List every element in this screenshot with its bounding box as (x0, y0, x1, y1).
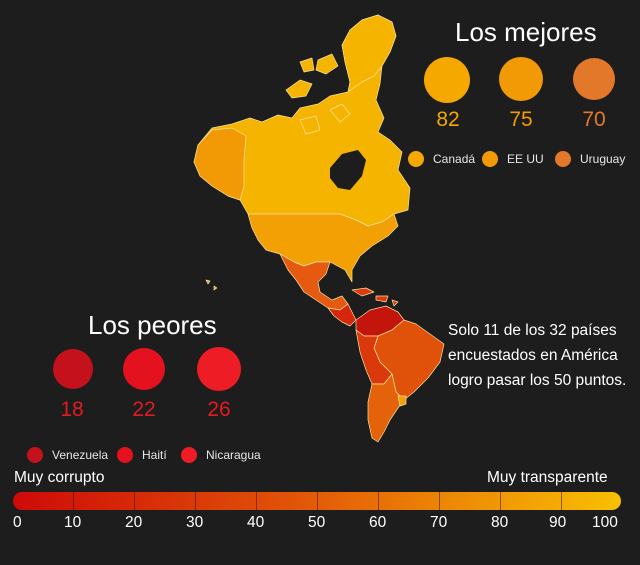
bubble-best-3 (573, 58, 615, 100)
scale-tick-70: 70 (430, 514, 448, 531)
bubble-worst-3 (197, 347, 241, 391)
bubble-worst-2 (123, 348, 165, 390)
bubble-best-2 (499, 57, 543, 101)
legend-dot (181, 447, 197, 463)
legend-label: EE UU (507, 152, 544, 166)
scale-separator (317, 492, 318, 510)
score-worst-3: 26 (207, 398, 231, 421)
scale-left-label: Muy corrupto (14, 469, 105, 486)
score-best-3: 70 (582, 108, 606, 131)
score-worst-2: 22 (132, 398, 156, 421)
legend-uruguay: Uruguay (555, 151, 625, 167)
legend-label: Uruguay (580, 152, 626, 166)
scale-tick-40: 40 (247, 514, 265, 531)
scale-separator (500, 492, 501, 510)
bubble-best-1 (424, 57, 470, 103)
legend-label: Haití (142, 448, 167, 462)
legend-dot (555, 151, 571, 167)
legend-label: Nicaragua (206, 448, 261, 462)
scale-separator (73, 492, 74, 510)
scale-separator (256, 492, 257, 510)
annotation-note: Solo 11 de los 32 países encuestados en … (448, 322, 627, 389)
legend-dot (408, 151, 424, 167)
scale-tick-80: 80 (491, 514, 509, 531)
region-southern-cone (367, 373, 405, 443)
legend-nicaragua: Nicaragua (181, 447, 261, 463)
scale-tick-90: 90 (549, 514, 567, 531)
scale-separator (561, 492, 562, 510)
legend-haiti: Haití (117, 447, 167, 463)
legend-label: Canadá (433, 152, 476, 166)
scale-tick-60: 60 (369, 514, 387, 531)
worst-title: Los peores (88, 310, 217, 340)
scale-bar (13, 492, 621, 510)
scale-tick-0: 0 (13, 514, 22, 531)
score-best-2: 75 (509, 108, 533, 131)
scale-separator (439, 492, 440, 510)
scale-right-label: Muy transparente (487, 469, 608, 486)
best-title: Los mejores (455, 17, 597, 47)
score-best-1: 82 (436, 108, 460, 131)
scale-separator (195, 492, 196, 510)
scale-tick-50: 50 (308, 514, 326, 531)
legend-label: Venezuela (52, 448, 109, 462)
legend-dot (27, 447, 43, 463)
legend-canada: Canadá (408, 151, 475, 167)
legend-venezuela: Venezuela (27, 447, 108, 463)
score-worst-1: 18 (60, 398, 84, 421)
scale-tick-100: 100 (592, 514, 618, 531)
bubble-worst-1 (53, 349, 93, 389)
scale-separator (134, 492, 135, 510)
americas-map (193, 14, 445, 443)
scale-tick-30: 30 (186, 514, 204, 531)
legend-dot (117, 447, 133, 463)
region-mexico (279, 253, 349, 311)
scale-tick-20: 20 (125, 514, 143, 531)
region-hawaii (205, 279, 218, 291)
region-greenland (341, 14, 397, 93)
legend-dot (482, 151, 498, 167)
region-arctic-islands (285, 53, 351, 135)
legend-usa: EE UU (482, 151, 544, 167)
region-uruguay (397, 395, 407, 407)
scale-separator (378, 492, 379, 510)
region-caribbean (351, 287, 399, 307)
hudson-bay (330, 150, 366, 190)
scale-tick-10: 10 (64, 514, 82, 531)
region-alaska (193, 127, 247, 201)
